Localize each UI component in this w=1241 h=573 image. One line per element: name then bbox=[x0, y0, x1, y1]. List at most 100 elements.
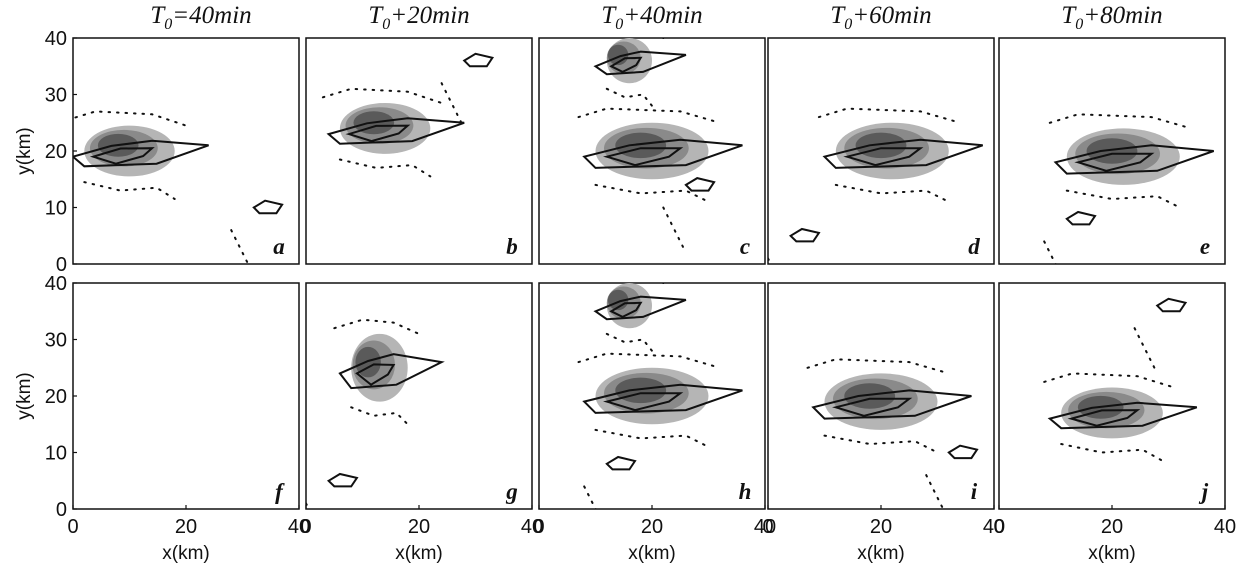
updraft-contour-outer bbox=[326, 117, 465, 145]
y-tick-label: 20 bbox=[45, 141, 67, 163]
updraft-contour-inner bbox=[1067, 409, 1141, 427]
panel-frame bbox=[72, 282, 300, 510]
updraft-contour-inner bbox=[89, 147, 155, 165]
y-tick-label: 10 bbox=[45, 198, 67, 220]
updraft-contour-outer bbox=[582, 383, 743, 414]
downdraft-contour-top bbox=[661, 283, 665, 284]
y-axis-label: y(km) bbox=[14, 372, 35, 419]
panel-b: b bbox=[305, 37, 533, 265]
downdraft-contour-bottom bbox=[350, 406, 409, 426]
panel-contents bbox=[321, 52, 495, 178]
reflectivity-shade-core bbox=[615, 132, 667, 159]
x-tick-label: 0 bbox=[67, 516, 78, 538]
panel-label: a bbox=[273, 234, 285, 259]
x-tick-label: 20 bbox=[870, 516, 892, 538]
updraft-contour-inner bbox=[832, 397, 913, 417]
isolated-dotted-contour bbox=[925, 474, 945, 509]
updraft-contour-outer bbox=[593, 50, 687, 76]
x-axis-label: x(km) bbox=[628, 543, 675, 564]
y-tick-label: 40 bbox=[45, 273, 67, 295]
isolated-contour bbox=[605, 455, 637, 471]
panel-label: e bbox=[1200, 234, 1210, 259]
column-title-5: T0+80min bbox=[1061, 2, 1163, 33]
x-tick-label: 40 bbox=[1214, 516, 1236, 538]
panel-j: j 0 20 40 x(km) bbox=[993, 282, 1236, 564]
panel-c: c bbox=[538, 37, 766, 265]
panel-h: h0 20 40x(km) bbox=[533, 282, 776, 564]
updraft-contour-inner bbox=[843, 147, 924, 167]
panel-label: j bbox=[1198, 479, 1209, 504]
downdraft-contour-top bbox=[661, 38, 665, 39]
x-axis-label: x(km) bbox=[162, 543, 209, 564]
reflectivity-shade-core bbox=[615, 377, 667, 404]
panel-contents bbox=[306, 318, 445, 509]
downdraft-contour-bottom bbox=[594, 183, 710, 203]
column-title-3: T0+40min bbox=[601, 2, 703, 33]
updraft-contour-outer bbox=[811, 389, 972, 420]
isolated-contour bbox=[252, 199, 284, 215]
panel-label: d bbox=[968, 234, 980, 259]
x-tick-label: 0 bbox=[533, 516, 544, 538]
reflectivity-shade-core bbox=[844, 383, 896, 409]
updraft-contour-inner bbox=[1074, 152, 1155, 172]
reflectivity-shade-core bbox=[855, 132, 907, 159]
isolated-contour bbox=[462, 52, 495, 68]
isolated-contour bbox=[788, 227, 821, 243]
updraft-contour-inner bbox=[603, 392, 684, 412]
isolated-dotted-contour bbox=[662, 206, 687, 254]
downdraft-contour-bottom bbox=[338, 158, 432, 178]
updraft-contour-outer bbox=[73, 139, 209, 168]
isolated-dotted-contour bbox=[230, 229, 250, 264]
panel-label: c bbox=[740, 234, 750, 259]
updraft-contour-outer bbox=[822, 138, 984, 169]
panel-label: b bbox=[506, 234, 518, 259]
column-title-4: T0+60min bbox=[830, 2, 932, 33]
y-tick-label: 0 bbox=[56, 499, 67, 521]
panel-contents bbox=[1043, 113, 1215, 264]
y-tick-label: 20 bbox=[45, 386, 67, 408]
x-tick-label: 40 bbox=[288, 516, 310, 538]
panel-label: h bbox=[739, 479, 752, 504]
updraft-contour-inner bbox=[609, 301, 643, 319]
panel-d: d bbox=[767, 37, 995, 265]
x-tick-label: 20 bbox=[641, 516, 663, 538]
downdraft-contour-bottom bbox=[605, 87, 653, 107]
panel-frame bbox=[305, 282, 533, 510]
panel-contents bbox=[1043, 297, 1198, 462]
updraft-contour-inner bbox=[355, 363, 396, 386]
isolated-contour bbox=[947, 444, 979, 460]
downdraft-contour-bottom bbox=[1060, 443, 1164, 462]
updraft-contour-inner bbox=[609, 56, 643, 74]
x-tick-label: 0 bbox=[300, 516, 311, 538]
updraft-contour-outer bbox=[593, 295, 687, 321]
panel-frame bbox=[305, 37, 533, 265]
isolated-contour bbox=[1065, 210, 1097, 226]
updraft-contour-inner bbox=[603, 147, 684, 167]
updraft-contour-outer bbox=[1047, 401, 1198, 430]
y-axis-label: y(km) bbox=[14, 127, 35, 174]
x-tick-label: 20 bbox=[408, 516, 430, 538]
isolated-dotted-contour bbox=[1133, 327, 1159, 375]
downdraft-contour-bottom bbox=[83, 181, 176, 200]
isolated-contour bbox=[684, 177, 716, 192]
x-tick-label: 20 bbox=[1101, 516, 1123, 538]
panel-contents bbox=[768, 107, 984, 264]
isolated-dotted-contour bbox=[583, 485, 597, 509]
reflectivity-shade-core bbox=[1086, 138, 1138, 164]
column-title-2: T0+20min bbox=[368, 2, 470, 33]
downdraft-contour-bottom bbox=[594, 428, 710, 448]
x-axis-label: x(km) bbox=[1088, 543, 1135, 564]
column-title-1: T0=40min bbox=[150, 2, 252, 33]
panel-g: g0 20 40x(km) bbox=[300, 282, 543, 564]
panel-contents bbox=[577, 38, 743, 254]
y-tick-label: 10 bbox=[45, 443, 67, 465]
isolated-dotted-contour bbox=[440, 82, 466, 130]
x-tick-label: 20 bbox=[175, 516, 197, 538]
downdraft-contour-bottom bbox=[823, 434, 939, 454]
panel-label: i bbox=[971, 479, 978, 504]
panel-a: a 0 10 20 30 40 y(km) bbox=[14, 28, 300, 276]
isolated-contour bbox=[326, 472, 359, 488]
isolated-contour bbox=[1155, 297, 1188, 313]
y-tick-label: 30 bbox=[45, 330, 67, 352]
